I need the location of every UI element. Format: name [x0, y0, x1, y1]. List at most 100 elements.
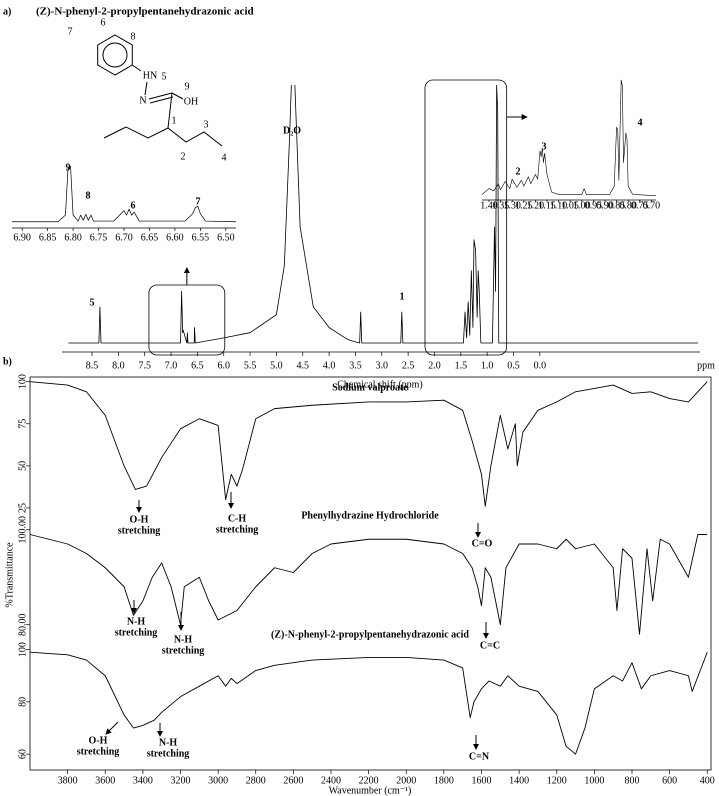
x-tick-label: 6.85 — [39, 232, 57, 243]
x-tick-label: 1.05 — [561, 200, 579, 211]
spectrum-line — [29, 651, 708, 755]
structure-skeleton — [97, 34, 223, 147]
x-tick-label: 1400 — [509, 775, 529, 786]
x-tick-label: 7.5 — [138, 360, 151, 371]
x-tick-label: 1600 — [471, 775, 491, 786]
y-tick-label: 100.00 — [17, 516, 28, 544]
annotation: stretching — [115, 627, 158, 638]
structure-name: (Z)-N-phenyl-2-propylpentanehydrazonic a… — [36, 6, 254, 18]
x-tick-label: 3200 — [170, 775, 190, 786]
x-tick-label: 3000 — [208, 775, 228, 786]
chart-title: (Z)-N-phenyl-2-propylpentanehydrazonic a… — [271, 629, 469, 640]
arrow — [105, 721, 119, 735]
annotation: N-H — [127, 616, 146, 627]
x-tick-label: 1.15 — [538, 200, 556, 211]
x-tick-label: 1.40 — [480, 200, 498, 211]
x-tick-label: 3400 — [133, 775, 153, 786]
peak-label: 3 — [542, 141, 547, 152]
chart-title: Sodium valproate — [332, 382, 408, 393]
x-tick-label: 6.55 — [192, 232, 210, 243]
y-tick-label: 75 — [17, 419, 28, 429]
panel-label: a) — [3, 6, 11, 17]
y-axis-label: %Transmittance — [4, 542, 15, 608]
x-tick-label: 5.5 — [244, 360, 257, 371]
x-tick-label: 7.0 — [165, 360, 178, 371]
atom-label: 2 — [181, 151, 186, 162]
y-tick-label: 100 — [17, 374, 28, 389]
peak-label: 8 — [86, 190, 91, 201]
x-tick-label: 0.80 — [619, 200, 637, 211]
annotation: C-H — [228, 513, 247, 524]
x-tick-label: 2.5 — [402, 360, 415, 371]
x-tick-label: 6.0 — [217, 360, 230, 371]
y-tick-label: 80.00 — [17, 614, 28, 637]
x-tick-label: 0.70 — [643, 200, 661, 211]
x-tick-label: 0.5 — [507, 360, 520, 371]
x-tick-label: 0.90 — [596, 200, 614, 211]
annotation: C=O — [472, 538, 493, 549]
x-tick-label: 4.0 — [323, 360, 336, 371]
atom-label: 7 — [68, 26, 73, 37]
x-tick-label: 6.5 — [191, 360, 204, 371]
atom-label: 1 — [172, 115, 177, 126]
x-tick-label: 8.5 — [86, 360, 99, 371]
x-tick-label: 1000 — [584, 775, 604, 786]
x-tick-label: 1.00 — [573, 200, 591, 211]
y-tick-label: 25 — [17, 503, 28, 513]
x-tick-label: 3.5 — [349, 360, 362, 371]
peak-label: 1 — [400, 291, 405, 302]
x-tick-label: 6.70 — [115, 232, 133, 243]
x-tick-label: 2.0 — [428, 360, 441, 371]
annotation: stretching — [118, 525, 161, 536]
x-tick-label: 6.60 — [166, 232, 184, 243]
atom-label: 6 — [101, 17, 106, 28]
x-tick-label: 2200 — [359, 775, 379, 786]
annotation: C=C — [480, 640, 500, 651]
annotation: O-H — [130, 514, 149, 525]
atom-label: 3 — [204, 119, 209, 130]
x-tick-label: 400 — [700, 775, 715, 786]
y-tick-label: 50 — [17, 461, 28, 471]
y-tick-label: 100 — [17, 642, 28, 657]
x-tick-label: 0.0 — [534, 360, 547, 371]
spectrum-line — [29, 534, 708, 635]
x-tick-label: 0.85 — [608, 200, 626, 211]
x-tick-label: 3600 — [95, 775, 115, 786]
peak-label: 5 — [90, 297, 95, 308]
atom-label: HN — [143, 70, 157, 81]
x-tick-label: 6.50 — [217, 232, 235, 243]
peak-label: 9 — [66, 162, 71, 173]
peak-label: 7 — [196, 196, 201, 207]
x-tick-label: 6.80 — [64, 232, 82, 243]
x-tick-label: 1.10 — [550, 200, 568, 211]
x-tick-label: 1200 — [547, 775, 567, 786]
x-tick-label: 6.75 — [90, 232, 108, 243]
x-tick-label: 6.65 — [141, 232, 159, 243]
x-tick-label: 600 — [662, 775, 677, 786]
annotation: O-H — [89, 735, 108, 746]
x-tick-label: 2600 — [283, 775, 303, 786]
x-tick-label: 3800 — [58, 775, 78, 786]
x-tick-label: 1.0 — [481, 360, 494, 371]
atom-label: N — [139, 95, 146, 106]
spectrum-line — [68, 85, 698, 344]
zoom-box — [148, 284, 226, 356]
atom-label: 4 — [222, 152, 227, 163]
x-axis-label: Wavenumber (cm⁻¹) — [329, 785, 412, 796]
x-tick-label: 2800 — [246, 775, 266, 786]
x-tick-label: 4.5 — [297, 360, 310, 371]
x-axis-label: Chemical shift (ppm) — [337, 379, 423, 390]
peak-label: 6 — [131, 200, 136, 211]
y-tick-label: 80 — [17, 697, 28, 707]
annotation: C=N — [469, 751, 490, 762]
atom-label: 5 — [162, 71, 167, 82]
peak-label: 4 — [638, 117, 643, 128]
spectrum-line — [12, 165, 237, 223]
peak-label: D₂O — [283, 125, 301, 136]
peak-label: 2 — [516, 166, 521, 177]
chart-title: Phenylhydrazine Hydrochloride — [301, 510, 439, 521]
x-tick-label: 8.0 — [112, 360, 125, 371]
atom-label: 8 — [131, 31, 136, 42]
